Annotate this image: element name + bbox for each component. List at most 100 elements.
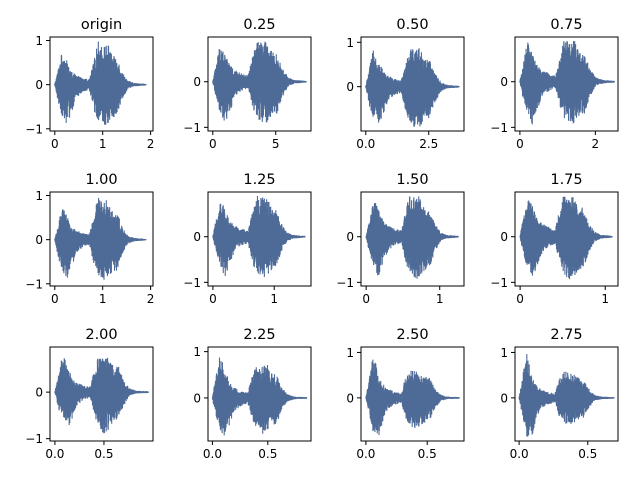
x-tick-label: 0.0 [203,447,222,461]
x-tick-label: 0 [51,137,59,151]
axes-frame [207,191,312,287]
y-tick-label: 0 [193,230,201,244]
axes-frame [360,191,465,287]
waveform-series [212,41,307,123]
x-tick-label: 0 [516,292,524,306]
waveform-series [211,357,308,436]
subplot-7: 1.75 0 1 −1 0 [490,172,619,306]
axes-frame [49,36,154,132]
axes-frame [207,36,312,132]
axes-frame [49,191,154,287]
subplot-title: 0.75 [550,17,582,33]
y-tick-label: 0 [193,391,201,405]
y-tick-label: 1 [35,34,43,48]
subplot-11: 2.75 0.0 0.5 0 1 [500,327,619,461]
y-tick-label: 0 [500,75,508,89]
x-tick-label: 1 [436,292,444,306]
subplot-title: 2.50 [396,327,428,343]
y-tick-label: −1 [25,122,43,136]
y-tick-label: 0 [35,233,43,247]
x-tick-label: 0.0 [45,447,64,461]
waveform-series [519,196,613,280]
subplot-title: origin [81,17,122,33]
x-tick-label: 0.5 [94,447,113,461]
axes-frame [360,346,465,442]
waveform-series [519,41,615,125]
axes-frame [514,191,619,287]
subplot-1: 0.25 0 5 −1 0 [183,17,312,151]
x-tick-label: 0.5 [258,447,277,461]
waveform-series [54,41,147,125]
x-tick-label: 2 [592,137,600,151]
y-tick-label: −1 [183,276,201,290]
x-tick-label: 5 [272,137,280,151]
x-tick-label: 2 [147,292,155,306]
y-tick-label: 1 [35,189,43,203]
y-tick-label: −1 [25,432,43,446]
y-tick-label: 1 [193,345,201,359]
subplot-6: 1.50 0 1 −1 0 [336,172,465,306]
x-tick-label: 0 [51,292,59,306]
subplot-2: 0.50 0.0 2.5 0 1 [346,17,465,151]
waveform-series [365,359,460,435]
x-tick-label: 0.5 [578,447,597,461]
waveform-series [54,357,149,434]
x-tick-label: 0.0 [510,447,529,461]
y-tick-label: −1 [183,121,201,135]
y-tick-label: 0 [346,391,354,405]
axes-frame [360,36,465,132]
subplot-title: 1.00 [85,172,117,188]
axes-frame [514,346,619,442]
subplot-title: 0.50 [396,17,428,33]
axes-frame [207,346,312,442]
y-tick-label: −1 [336,276,354,290]
waveform-series [365,196,459,279]
waveform-series [54,197,147,280]
x-tick-label: 0 [516,137,524,151]
y-tick-label: 1 [500,346,508,360]
x-tick-label: 1 [99,292,107,306]
y-tick-label: 0 [500,391,508,405]
x-tick-label: 0.0 [356,137,375,151]
subplot-4: 1.00 0 1 2 −1 0 1 [25,172,154,306]
y-tick-label: 0 [35,78,43,92]
x-tick-label: 1 [601,292,609,306]
subplot-title: 1.75 [550,172,582,188]
subplot-title: 1.25 [243,172,275,188]
subplot-10: 2.50 0.0 0.5 0 1 [346,327,465,461]
waveform-series [212,196,306,278]
y-tick-label: −1 [490,121,508,135]
x-tick-label: 2.5 [419,137,438,151]
y-tick-label: 0 [500,230,508,244]
x-tick-label: 0.0 [356,447,375,461]
subplot-title: 1.50 [396,172,428,188]
y-tick-label: 0 [346,80,354,94]
waveform-series [365,48,460,127]
y-tick-label: −1 [490,276,508,290]
waveform-series [518,354,615,437]
x-tick-label: 0 [209,137,217,151]
subplot-3: 0.75 0 2 −1 0 [490,17,619,151]
y-tick-label: 0 [35,386,43,400]
axes-frame [49,346,154,442]
y-tick-label: 1 [346,36,354,50]
subplot-title: 2.00 [85,327,117,343]
axes-frame [514,36,619,132]
y-tick-label: 0 [193,75,201,89]
x-tick-label: 1 [99,137,107,151]
y-tick-label: −1 [25,277,43,291]
subplot-9: 2.25 0.0 0.5 0 1 [193,327,312,461]
y-tick-label: 0 [346,230,354,244]
y-tick-label: 1 [346,346,354,360]
x-tick-label: 2 [147,137,155,151]
subplot-title: 0.25 [243,17,275,33]
subplot-5: 1.25 0 1 −1 0 [183,172,312,306]
subplot-0: origin 0 1 2 −1 0 1 [25,17,154,151]
subplot-8: 2.00 0.0 0.5 −1 0 [25,327,154,461]
subplot-title: 2.25 [243,327,275,343]
x-tick-label: 0 [362,292,370,306]
subplot-title: 2.75 [550,327,582,343]
x-tick-label: 0.5 [418,447,437,461]
x-tick-label: 0 [209,292,217,306]
